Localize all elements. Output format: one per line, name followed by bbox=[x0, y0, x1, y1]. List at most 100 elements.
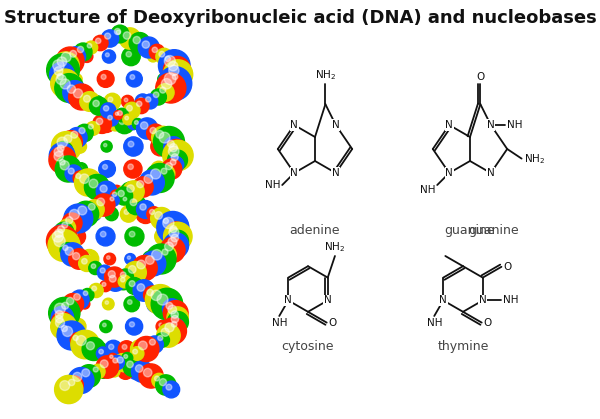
Circle shape bbox=[85, 41, 98, 54]
Text: N: N bbox=[479, 295, 487, 305]
Circle shape bbox=[100, 268, 105, 273]
Circle shape bbox=[72, 74, 82, 84]
Circle shape bbox=[71, 131, 78, 138]
Circle shape bbox=[141, 251, 166, 276]
Circle shape bbox=[89, 283, 103, 297]
Circle shape bbox=[58, 322, 76, 340]
Circle shape bbox=[163, 233, 188, 258]
Circle shape bbox=[104, 143, 107, 147]
Circle shape bbox=[166, 222, 186, 242]
Circle shape bbox=[155, 333, 169, 347]
Circle shape bbox=[123, 357, 142, 377]
Circle shape bbox=[160, 318, 187, 344]
Circle shape bbox=[91, 364, 105, 379]
Text: N: N bbox=[332, 120, 340, 130]
Circle shape bbox=[124, 261, 146, 284]
Circle shape bbox=[75, 163, 88, 175]
Circle shape bbox=[88, 203, 95, 210]
Circle shape bbox=[121, 367, 126, 372]
Text: NH: NH bbox=[272, 318, 287, 328]
Text: N: N bbox=[439, 295, 447, 305]
Circle shape bbox=[114, 28, 126, 40]
Circle shape bbox=[104, 93, 121, 110]
Circle shape bbox=[112, 26, 128, 42]
Circle shape bbox=[128, 266, 136, 273]
Circle shape bbox=[167, 150, 187, 170]
Circle shape bbox=[151, 299, 155, 305]
Circle shape bbox=[79, 256, 95, 272]
Circle shape bbox=[164, 56, 175, 67]
Circle shape bbox=[60, 243, 75, 257]
Circle shape bbox=[71, 330, 100, 359]
Circle shape bbox=[104, 267, 125, 287]
Circle shape bbox=[137, 201, 155, 218]
Circle shape bbox=[151, 288, 182, 320]
Circle shape bbox=[138, 37, 159, 58]
Circle shape bbox=[170, 225, 177, 233]
Circle shape bbox=[154, 165, 159, 169]
Circle shape bbox=[93, 100, 99, 107]
Text: NH: NH bbox=[427, 318, 442, 328]
Circle shape bbox=[47, 54, 79, 86]
Circle shape bbox=[165, 323, 174, 332]
Circle shape bbox=[97, 198, 104, 206]
Circle shape bbox=[151, 290, 161, 300]
Circle shape bbox=[155, 212, 163, 219]
Circle shape bbox=[79, 127, 85, 134]
Circle shape bbox=[168, 238, 177, 246]
Circle shape bbox=[116, 30, 121, 34]
Circle shape bbox=[149, 44, 164, 60]
Circle shape bbox=[96, 118, 103, 125]
Circle shape bbox=[46, 225, 78, 257]
Circle shape bbox=[112, 26, 128, 41]
Circle shape bbox=[157, 84, 174, 101]
Circle shape bbox=[66, 47, 86, 66]
Circle shape bbox=[172, 321, 177, 327]
Circle shape bbox=[52, 312, 73, 332]
Circle shape bbox=[112, 120, 116, 124]
Circle shape bbox=[123, 114, 134, 125]
Circle shape bbox=[73, 201, 98, 227]
Circle shape bbox=[74, 43, 92, 61]
Circle shape bbox=[70, 50, 77, 57]
Circle shape bbox=[60, 380, 70, 391]
Circle shape bbox=[62, 326, 73, 336]
Circle shape bbox=[167, 230, 188, 252]
Text: O: O bbox=[484, 318, 492, 328]
Circle shape bbox=[55, 229, 63, 237]
Circle shape bbox=[108, 195, 119, 206]
Circle shape bbox=[163, 218, 169, 223]
Circle shape bbox=[124, 210, 129, 215]
Circle shape bbox=[55, 310, 63, 318]
Circle shape bbox=[76, 173, 81, 178]
Circle shape bbox=[155, 141, 161, 147]
Text: N: N bbox=[445, 120, 453, 130]
Circle shape bbox=[118, 186, 129, 197]
Text: NH$_2$: NH$_2$ bbox=[524, 152, 545, 166]
Circle shape bbox=[124, 160, 142, 178]
Circle shape bbox=[109, 274, 125, 290]
Circle shape bbox=[80, 249, 99, 269]
Circle shape bbox=[125, 116, 128, 120]
Circle shape bbox=[127, 361, 133, 367]
Circle shape bbox=[103, 164, 107, 169]
Circle shape bbox=[57, 137, 67, 147]
Circle shape bbox=[115, 28, 121, 35]
Circle shape bbox=[151, 207, 173, 230]
Circle shape bbox=[69, 249, 89, 269]
Circle shape bbox=[167, 311, 188, 333]
Circle shape bbox=[108, 210, 112, 215]
Circle shape bbox=[143, 251, 159, 267]
Circle shape bbox=[169, 228, 179, 238]
Circle shape bbox=[134, 98, 149, 114]
Circle shape bbox=[73, 171, 88, 185]
Circle shape bbox=[55, 318, 65, 327]
Circle shape bbox=[163, 300, 188, 326]
Circle shape bbox=[169, 146, 179, 157]
Circle shape bbox=[151, 169, 161, 179]
Circle shape bbox=[116, 29, 121, 34]
Circle shape bbox=[117, 357, 124, 363]
Circle shape bbox=[119, 277, 124, 282]
Circle shape bbox=[99, 349, 103, 354]
Circle shape bbox=[134, 336, 159, 362]
